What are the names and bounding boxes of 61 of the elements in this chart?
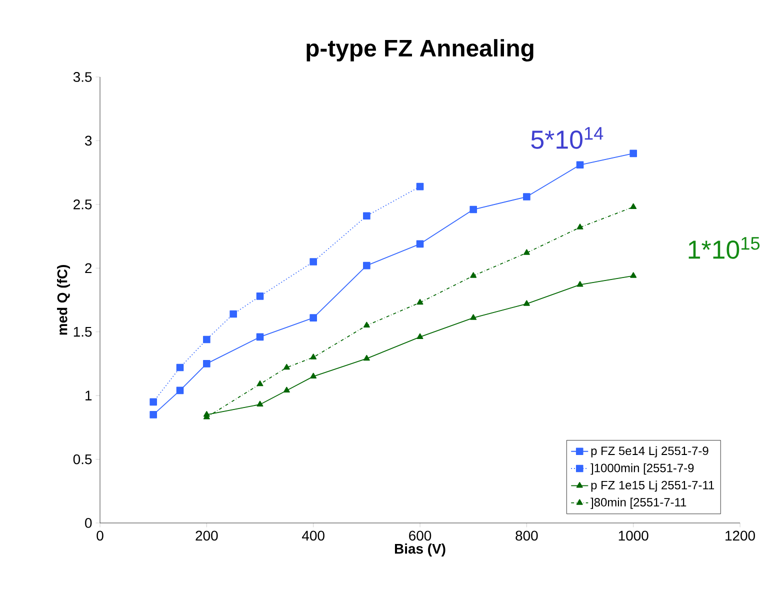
x-tick-label: 400 [302, 530, 324, 541]
point [256, 400, 264, 407]
point [363, 212, 370, 220]
point [256, 380, 264, 386]
x-tick-label: 600 [409, 530, 432, 541]
point [203, 336, 210, 344]
point [630, 272, 637, 278]
y-tick-label: 3.5 [73, 72, 92, 82]
point [310, 314, 317, 322]
y-tick-label: 2.5 [74, 199, 92, 210]
x-tick-label: 1200 [726, 530, 755, 541]
legend-label: ]80min [2551-7-11 [590, 498, 686, 509]
x-tick-label: 800 [516, 530, 538, 541]
y-tick-label: 0 [85, 518, 92, 528]
legend-label: p FZ 5e14 Lj 2551-7-9 [591, 446, 708, 458]
point [363, 354, 370, 361]
point [630, 150, 637, 158]
y-tick-label: 1.5 [74, 326, 92, 337]
point [416, 333, 424, 339]
point [576, 161, 584, 169]
legend-label: ]1000min [2551-7-9 [590, 463, 694, 475]
point [310, 372, 317, 378]
point [523, 193, 530, 200]
y-axis-title: med Q (fC) [57, 265, 70, 335]
legend-label: p FZ 1e15 Lj 2551-7-11 [591, 480, 714, 492]
point [470, 314, 477, 320]
point [523, 249, 530, 255]
point [150, 398, 157, 406]
point [256, 292, 264, 300]
point [283, 364, 290, 370]
x-tick-label: 1000 [618, 530, 648, 541]
point [310, 258, 317, 266]
point [523, 300, 530, 306]
point [416, 240, 424, 248]
point [256, 333, 264, 341]
point [416, 182, 424, 190]
point [630, 203, 637, 210]
chart-title: p-type FZ Annealing [306, 39, 534, 62]
y-tick-label: 1 [86, 390, 92, 400]
point [576, 281, 584, 287]
point [416, 298, 424, 305]
annotation: 1*10$^{15}$ [688, 237, 760, 259]
point [363, 322, 370, 328]
y-tick-label: 0.5 [73, 454, 92, 464]
point [470, 206, 477, 214]
x-axis-title: Bias (V) [394, 543, 446, 556]
point [176, 364, 184, 372]
x-tick-label: 0 [96, 530, 104, 541]
annotation: 5*10$^{14}$ [531, 127, 604, 149]
point [283, 386, 290, 393]
point [203, 360, 210, 368]
point [230, 310, 237, 318]
point [363, 262, 370, 270]
point [576, 224, 584, 230]
point [470, 272, 477, 278]
y-tick-label: 2 [85, 263, 92, 273]
point [150, 411, 157, 418]
x-tick-label: 200 [196, 530, 218, 541]
y-tick-label: 3 [85, 136, 92, 146]
point [176, 386, 184, 394]
point [310, 354, 317, 360]
